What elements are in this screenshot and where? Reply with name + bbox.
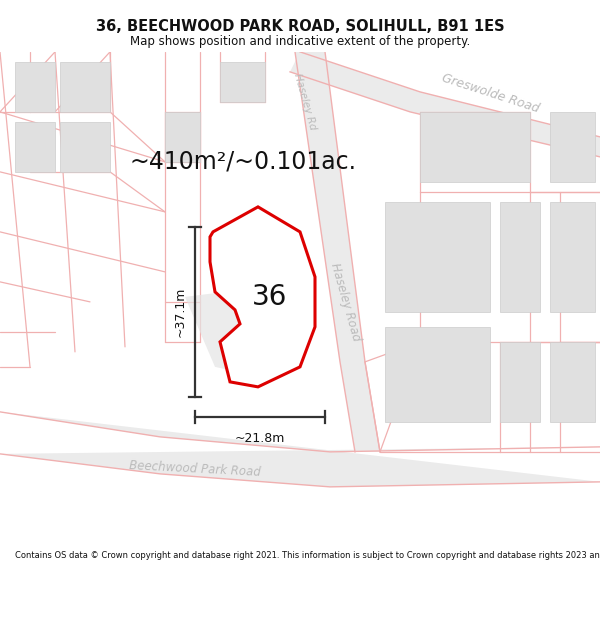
Polygon shape <box>210 207 315 387</box>
Polygon shape <box>385 202 490 312</box>
Polygon shape <box>385 327 490 422</box>
Text: ~37.1m: ~37.1m <box>174 287 187 337</box>
Polygon shape <box>15 62 55 112</box>
Text: ~410m²/~0.101ac.: ~410m²/~0.101ac. <box>130 150 357 174</box>
Polygon shape <box>290 52 600 157</box>
Text: 36, BEECHWOOD PARK ROAD, SOLIHULL, B91 1ES: 36, BEECHWOOD PARK ROAD, SOLIHULL, B91 1… <box>95 19 505 34</box>
Polygon shape <box>220 62 265 102</box>
Polygon shape <box>295 52 380 452</box>
Polygon shape <box>550 112 595 182</box>
Polygon shape <box>500 202 540 312</box>
Text: ~21.8m: ~21.8m <box>235 432 285 445</box>
Polygon shape <box>15 122 55 172</box>
Text: 36: 36 <box>253 283 287 311</box>
Text: Haseley Road: Haseley Road <box>328 261 362 343</box>
Polygon shape <box>60 122 110 172</box>
Polygon shape <box>550 342 595 422</box>
Polygon shape <box>60 62 110 112</box>
Polygon shape <box>185 287 310 377</box>
Text: Contains OS data © Crown copyright and database right 2021. This information is : Contains OS data © Crown copyright and d… <box>15 551 600 560</box>
Polygon shape <box>165 112 200 162</box>
Text: Haseley Rd: Haseley Rd <box>292 72 318 131</box>
Polygon shape <box>0 412 600 487</box>
Text: Map shows position and indicative extent of the property.: Map shows position and indicative extent… <box>130 35 470 48</box>
Polygon shape <box>420 112 530 182</box>
Polygon shape <box>550 202 595 312</box>
Polygon shape <box>500 342 540 422</box>
Text: Beechwood Park Road: Beechwood Park Road <box>129 459 261 479</box>
Text: Greswolde Road: Greswolde Road <box>440 72 541 116</box>
